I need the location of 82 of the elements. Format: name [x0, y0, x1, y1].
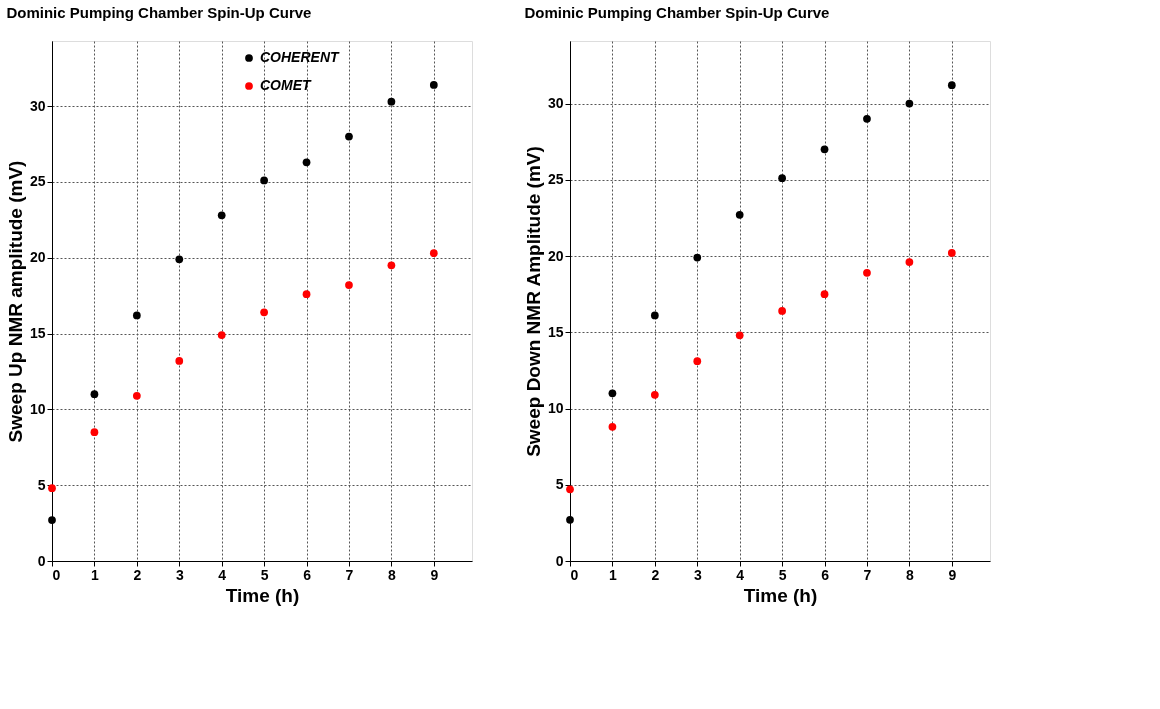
- point: [175, 255, 184, 264]
- point: [693, 253, 702, 262]
- x-tick-label: 7: [345, 566, 354, 583]
- y-tick-label: 10: [29, 400, 46, 417]
- point: [260, 176, 268, 185]
- y-tick-label: 25: [547, 171, 564, 188]
- point: [48, 516, 56, 524]
- point: [778, 307, 786, 315]
- y-tick-label: 15: [547, 323, 564, 340]
- x-tick-label: 6: [821, 566, 830, 583]
- point: [429, 81, 438, 89]
- point: [566, 485, 574, 494]
- y-tick-label: 5: [37, 476, 46, 493]
- x-tick-label: 8: [906, 566, 914, 583]
- y-tick-label: 15: [29, 325, 46, 342]
- x-tick-label: 3: [693, 566, 702, 583]
- point: [863, 114, 871, 123]
- point: [90, 390, 99, 399]
- point: [863, 268, 871, 277]
- x-axis-title: Time (h): [743, 584, 818, 606]
- chart-title: Dominic Pumping Chamber Spin-Up Curve: [524, 4, 830, 21]
- point: [175, 357, 184, 365]
- legend-label: COHERENT: [260, 49, 341, 65]
- point: [345, 132, 353, 141]
- y-tick-label: 30: [29, 97, 46, 114]
- x-tick-label: 8: [388, 566, 396, 583]
- point: [905, 258, 914, 266]
- y-axis-title: Sweep Down NMR Amplitude (mV): [522, 146, 544, 457]
- point: [429, 249, 438, 258]
- chart-title: Dominic Pumping Chamber Spin-Up Curve: [6, 4, 312, 21]
- point: [345, 281, 353, 289]
- point: [302, 158, 311, 167]
- y-tick-label: 10: [547, 400, 564, 417]
- y-tick-label: 5: [555, 476, 564, 493]
- x-tick-label: 5: [778, 566, 787, 583]
- x-tick-label: 3: [175, 566, 184, 583]
- point: [608, 389, 617, 398]
- y-tick-label: 0: [555, 552, 564, 569]
- y-tick-label: 25: [29, 173, 46, 190]
- y-tick-label: 20: [29, 249, 46, 266]
- x-tick-label: 0: [52, 566, 61, 583]
- x-tick-label: 9: [948, 566, 957, 583]
- point: [302, 290, 311, 299]
- x-axis-title: Time (h): [225, 584, 300, 606]
- x-tick-label: 2: [133, 566, 142, 583]
- point: [905, 99, 914, 108]
- point: [947, 249, 956, 257]
- point: [608, 422, 617, 431]
- x-tick-label: 4: [736, 566, 745, 583]
- x-tick-label: 2: [651, 566, 660, 583]
- point: [778, 174, 786, 183]
- x-tick-label: 6: [303, 566, 312, 583]
- point: [387, 261, 396, 270]
- point: [693, 357, 702, 366]
- point: [947, 81, 956, 90]
- point: [735, 331, 744, 340]
- point: [820, 145, 829, 154]
- point: [650, 390, 659, 399]
- x-tick-label: 1: [91, 566, 100, 583]
- point: [387, 97, 396, 106]
- y-axis-title: Sweep Up NMR amplitude (mV): [4, 160, 26, 443]
- point: [650, 311, 659, 320]
- y-tick-label: 0: [37, 552, 46, 569]
- x-tick-label: 0: [570, 566, 579, 583]
- point: [820, 290, 829, 298]
- point: [48, 484, 56, 493]
- point: [735, 210, 744, 219]
- y-tick-label: 20: [547, 247, 564, 264]
- point: [566, 515, 574, 524]
- legend-label: COMET: [260, 77, 312, 93]
- x-tick-label: 1: [609, 566, 618, 583]
- point: [132, 391, 141, 400]
- point: [260, 308, 268, 317]
- x-tick-label: 5: [260, 566, 269, 583]
- x-tick-label: 9: [430, 566, 439, 583]
- point: [132, 311, 141, 320]
- x-tick-label: 4: [218, 566, 227, 583]
- point: [217, 211, 226, 220]
- point: [217, 331, 226, 339]
- point: [90, 428, 99, 436]
- y-tick-label: 30: [547, 95, 564, 112]
- x-tick-label: 7: [863, 566, 872, 583]
